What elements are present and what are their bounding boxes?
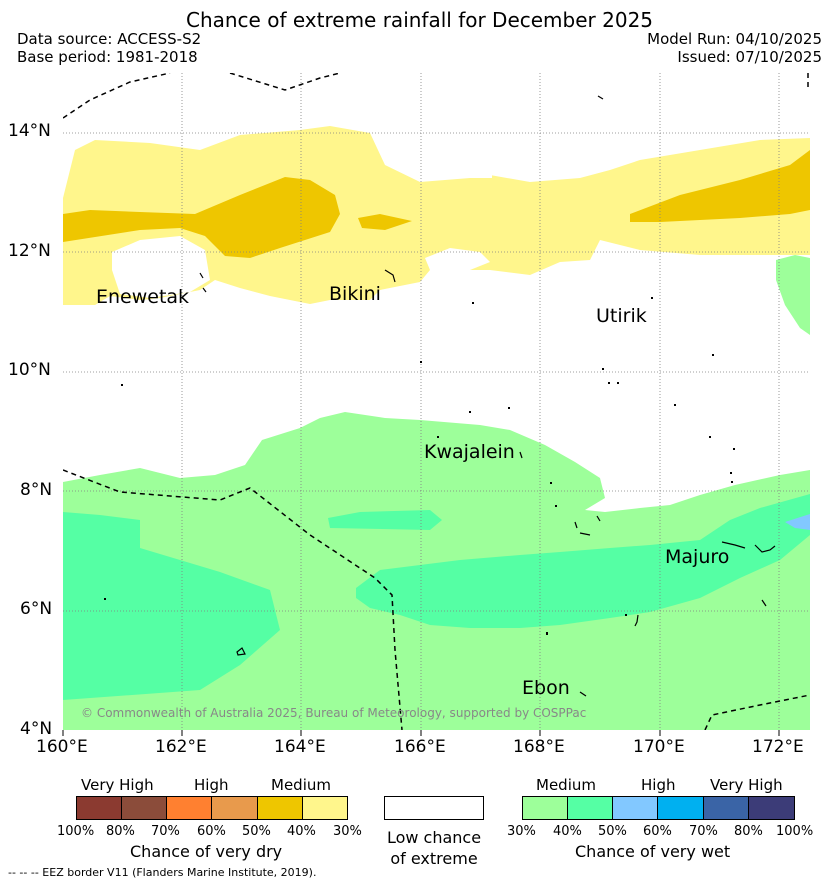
dry-tick-label: 40%	[287, 824, 316, 839]
axis-ticks	[62, 730, 780, 736]
issued-date: Issued: 07/10/2025	[677, 48, 822, 66]
dry-heading-very-high: Very High	[81, 776, 154, 794]
dry-tick-label: 100%	[57, 824, 95, 839]
low-chance-label-2: of extreme	[390, 849, 478, 868]
eez-border	[63, 73, 810, 730]
place-enewetak: Enewetak	[96, 286, 190, 308]
dry-swatch	[167, 796, 212, 820]
wet-tick-label: 80%	[734, 824, 763, 839]
dry-tick-label: 70%	[151, 824, 180, 839]
lat-label: 4°N	[20, 719, 53, 739]
wet-tick-label: 60%	[643, 824, 672, 839]
dry-legend-title: Chance of very dry	[130, 842, 283, 861]
wet-swatch	[522, 796, 568, 820]
dry-heading-high: High	[194, 776, 229, 794]
wet-swatch	[613, 796, 658, 820]
lon-label: 164°E	[274, 737, 326, 757]
base-period: Base period: 1981-2018	[17, 48, 198, 66]
lat-label: 10°N	[8, 360, 51, 380]
lat-label: 6°N	[20, 599, 53, 619]
place-kwajalein: Kwajalein	[424, 441, 515, 463]
lon-label: 160°E	[36, 737, 88, 757]
lon-label: 162°E	[155, 737, 207, 757]
dry-tick-label: 60%	[197, 824, 226, 839]
lon-label: 168°E	[513, 737, 565, 757]
wet-heading-medium: Medium	[536, 776, 596, 794]
dry-swatch	[76, 796, 122, 820]
place-ebon: Ebon	[522, 677, 570, 699]
dry-medium-region	[63, 126, 810, 305]
dry-medium-high-region	[63, 177, 340, 258]
wet-high-region	[63, 512, 280, 700]
dry-swatch	[122, 796, 167, 820]
wet-legend-title: Chance of very wet	[575, 842, 731, 861]
small-islets	[104, 297, 735, 635]
wet-tick-label: 40%	[553, 824, 582, 839]
wet-tick-label: 100%	[776, 824, 814, 839]
island-outlines	[199, 95, 776, 697]
dry-swatch	[258, 796, 303, 820]
lat-label: 12°N	[8, 241, 51, 261]
dry-heading-medium: Medium	[271, 776, 331, 794]
lon-label: 170°E	[633, 737, 685, 757]
wet-heading-high: High	[641, 776, 676, 794]
copyright-notice: © Commonwealth of Australia 2025, Bureau…	[81, 706, 587, 720]
dry-tick-label: 50%	[242, 824, 271, 839]
eez-footnote: -- -- -- EEZ border V11 (Flanders Marine…	[8, 866, 317, 879]
lat-label: 14°N	[8, 121, 51, 141]
dry-tick-label: 30%	[333, 824, 362, 839]
model-run: Model Run: 04/10/2025	[647, 30, 822, 48]
place-bikini: Bikini	[329, 283, 381, 305]
dry-swatch	[303, 796, 348, 820]
lon-label: 172°E	[752, 737, 804, 757]
wet-swatch	[658, 796, 704, 820]
wet-swatch	[568, 796, 613, 820]
dry-swatch	[212, 796, 258, 820]
wet-tick-label: 70%	[689, 824, 718, 839]
dry-tick-label: 80%	[106, 824, 135, 839]
wet-swatch	[704, 796, 749, 820]
map-title: Chance of extreme rainfall for December …	[185, 8, 654, 32]
wet-swatch	[749, 796, 795, 820]
wet-tick-label: 30%	[507, 824, 536, 839]
wet-tick-label: 50%	[598, 824, 627, 839]
low-chance-swatch	[384, 796, 484, 820]
lon-label: 166°E	[394, 737, 446, 757]
lat-label: 8°N	[20, 480, 53, 500]
place-majuro: Majuro	[665, 546, 730, 568]
low-chance-label-1: Low chance	[386, 828, 482, 847]
data-source: Data source: ACCESS-S2	[17, 30, 202, 48]
wet-heading-very-high: Very High	[710, 776, 783, 794]
place-utirik: Utirik	[596, 305, 647, 327]
